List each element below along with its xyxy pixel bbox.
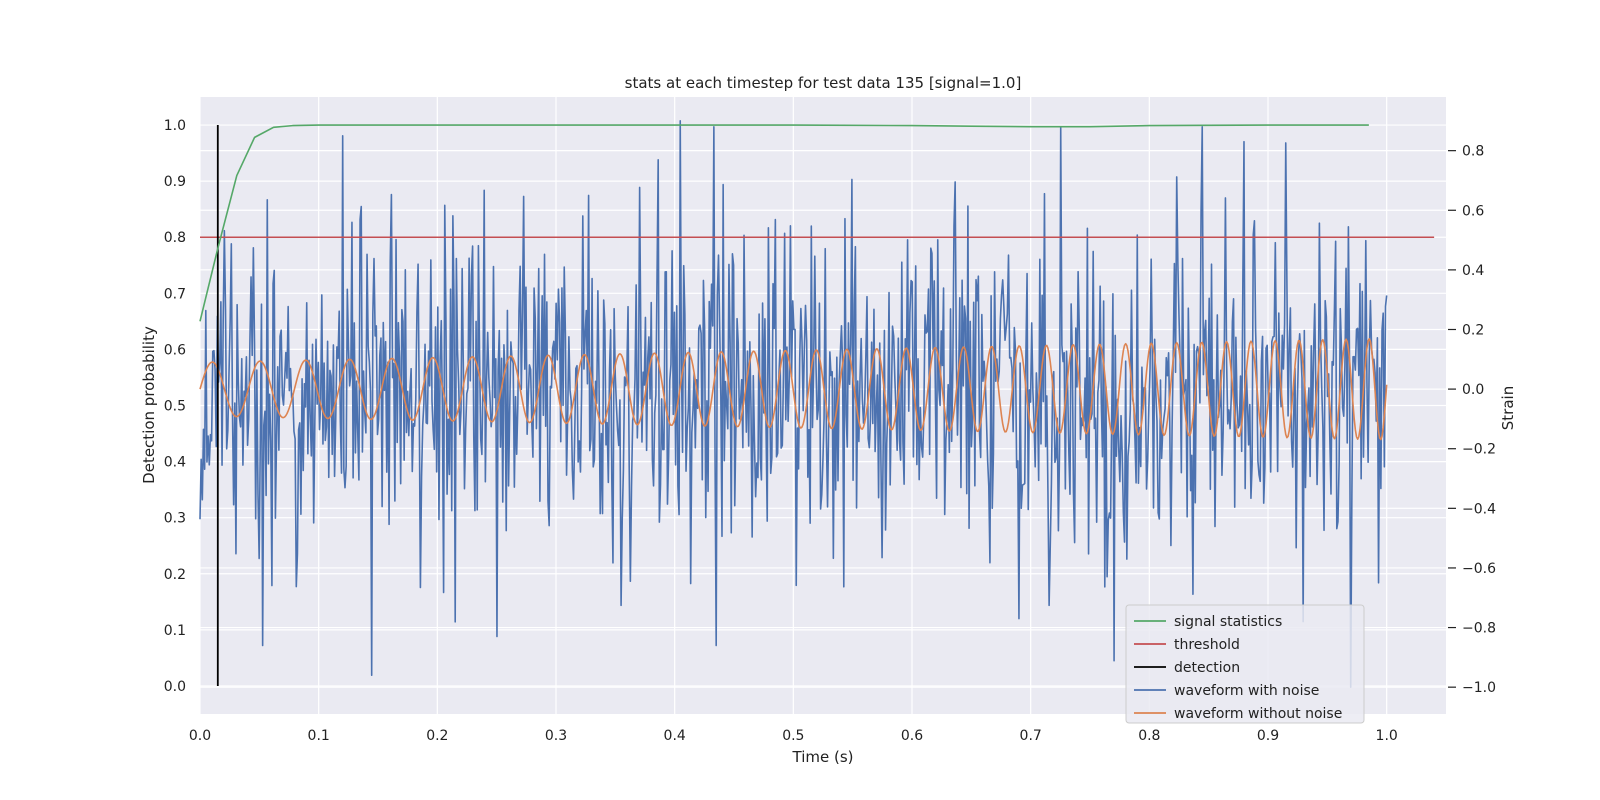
y-tick-label: 0.0 (164, 679, 186, 695)
y2-tick-label: 0.2 (1462, 322, 1484, 338)
series-line-signal-statistics (199, 124, 1369, 322)
y2-tick-label: −0.6 (1462, 561, 1496, 577)
y-tick-label: 0.5 (164, 399, 186, 415)
chart-title: stats at each timestep for test data 135… (625, 74, 1022, 92)
y-tick-label: 0.3 (164, 511, 186, 527)
x-tick-label: 0.0 (189, 728, 211, 744)
y-tick-label: 1.0 (164, 118, 186, 134)
y2-tick-label: −0.2 (1462, 442, 1496, 458)
x-tick-label: 1.0 (1376, 728, 1398, 744)
y2-tick-label: −0.8 (1462, 621, 1496, 637)
series-line-waveform-without-noise (199, 337, 1388, 441)
legend-entry: waveform with noise (1174, 683, 1319, 699)
x-tick-label: 0.3 (545, 728, 567, 744)
y2-tick-label: 0.8 (1462, 144, 1484, 160)
y-tick-label: 0.8 (164, 230, 186, 246)
y-tick-label: 0.2 (164, 567, 186, 583)
y-tick-label: 0.7 (164, 286, 186, 302)
y2-tick-label: 0.0 (1462, 382, 1484, 398)
x-tick-label: 0.7 (1020, 728, 1042, 744)
series-layer (199, 120, 1435, 688)
legend-box (1125, 604, 1365, 724)
x-tick-label: 0.6 (901, 728, 923, 744)
y-tick-label: 0.9 (164, 174, 186, 190)
ticks: 0.0 0.1 0.2 0.3 0.4 0.5 0.6 0.7 0.8 0.9 1.0 0.0 0.1 0… (164, 118, 1496, 744)
y-tick-label: 0.6 (164, 342, 186, 358)
legend-entry: detection (1174, 660, 1240, 676)
y2-axis-label: Strain (1499, 386, 1517, 430)
y-tick-label: 0.1 (164, 623, 186, 639)
x-tick-label: 0.4 (664, 728, 686, 744)
x-axis-label: Time (s) (792, 748, 854, 766)
legend-entry: signal statistics (1174, 614, 1282, 630)
y2-tick-label: −0.4 (1462, 501, 1496, 517)
legend-entry: waveform without noise (1174, 706, 1342, 722)
x-tick-label: 0.5 (782, 728, 804, 744)
x-tick-label: 0.8 (1138, 728, 1160, 744)
y2-tick-label: −1.0 (1462, 680, 1496, 696)
x-tick-label: 0.9 (1257, 728, 1279, 744)
x-tick-label: 0.2 (426, 728, 448, 744)
series-line-waveform-with-noise (199, 120, 1388, 688)
y-tick-label: 0.4 (164, 455, 186, 471)
x-tick-label: 0.1 (308, 728, 330, 744)
legend-entry: threshold (1174, 637, 1240, 653)
y2-tick-label: 0.6 (1462, 203, 1484, 219)
y2-tick-label: 0.4 (1462, 263, 1484, 279)
legend: signal statistics threshold detection wavef… (1125, 604, 1365, 724)
y-axis-label: Detection probability (140, 326, 158, 484)
